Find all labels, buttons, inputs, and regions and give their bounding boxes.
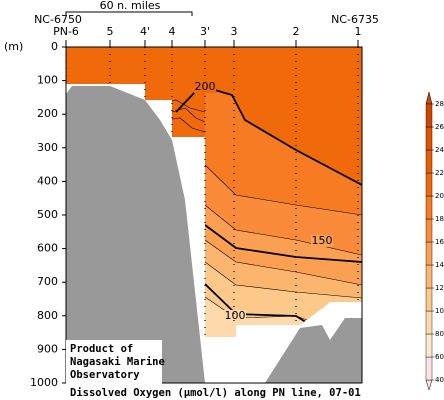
- scale-bar: [65, 11, 193, 16]
- colorbar-swatch: [425, 287, 433, 312]
- colorbar-label: 80: [435, 330, 444, 338]
- colorbar-swatch: [425, 126, 433, 151]
- land: [66, 86, 205, 383]
- colorbar-label: 200: [435, 192, 444, 200]
- y-axis-label: (m): [4, 40, 23, 53]
- colorbar-label: 140: [435, 261, 444, 269]
- y-tick-label: 1000: [30, 376, 58, 389]
- y-tick-label: 100: [37, 74, 58, 87]
- colorbar-swatch: [425, 218, 433, 243]
- y-tick-label: 0: [51, 40, 58, 53]
- station-label: 1: [355, 25, 362, 38]
- contour-label-bg: [311, 235, 333, 247]
- chart-title: Dissolved Oxygen (μmol/l) along PN line,…: [70, 387, 361, 399]
- station-label: 4': [140, 25, 150, 38]
- contour-label-bg: [224, 310, 246, 322]
- contour-label-bg: [194, 81, 216, 93]
- colorbar-swatch: [425, 333, 433, 358]
- colorbar-label: 240: [435, 146, 444, 154]
- contour-line: [204, 239, 362, 286]
- colorbar-swatch: [425, 149, 433, 174]
- colorbar-label: 220: [435, 169, 444, 177]
- contour-label: 200: [195, 80, 216, 93]
- colorbar-label: 280: [435, 100, 444, 108]
- station-label: PN-6: [53, 25, 79, 38]
- colorbar-arrow: [425, 379, 433, 391]
- station-label: 4: [169, 25, 176, 38]
- contour-line: [164, 117, 206, 133]
- credit-line: Nagasaki Marine: [70, 356, 165, 368]
- colorbar-label: 180: [435, 215, 444, 223]
- y-tick-label: 300: [37, 141, 58, 154]
- credit-line: Product of: [70, 343, 133, 355]
- colorbar-label: 60: [435, 353, 444, 361]
- station-id: NC-6735: [331, 13, 379, 26]
- contour-band: [205, 297, 335, 337]
- y-tick-label: 600: [37, 242, 58, 255]
- y-tick-label: 900: [37, 342, 58, 355]
- colorbar-swatch: [425, 172, 433, 197]
- credit-box: Product of Nagasaki Marine Observatory: [66, 340, 165, 386]
- y-tick-label: 200: [37, 107, 58, 120]
- contour-line: [204, 164, 362, 216]
- colorbar-label: 160: [435, 238, 444, 246]
- station-label: 5: [107, 25, 114, 38]
- colorbar-swatch: [425, 241, 433, 266]
- colorbar-swatch: [425, 264, 433, 289]
- contour-line: [204, 204, 362, 256]
- colorbar-swatch: [425, 103, 433, 128]
- contour-line: [204, 224, 362, 263]
- colorbar-arrow: [425, 91, 433, 105]
- colorbar-label: 120: [435, 284, 444, 292]
- scale-label: 60 n. miles: [100, 0, 161, 12]
- contour-label: 150: [312, 234, 333, 247]
- station-label: 2: [293, 25, 300, 38]
- contour-label: 100: [225, 309, 246, 322]
- colorbar-swatch: [425, 195, 433, 220]
- y-tick-label: 400: [37, 174, 58, 187]
- credit-line: Observatory: [70, 369, 140, 381]
- y-tick-label: 500: [37, 208, 58, 221]
- land: [265, 318, 362, 383]
- contour-line: [204, 261, 362, 299]
- colorbar: 40 60 80 100 120 140 160 180 200 220 240 260 280: [425, 91, 444, 391]
- y-tick-label: 700: [37, 275, 58, 288]
- station-label: 3': [200, 25, 210, 38]
- credit-bg: [66, 340, 162, 386]
- station-id: NC-6750: [34, 13, 82, 26]
- station-label: 3: [231, 25, 238, 38]
- colorbar-swatch: [425, 356, 433, 381]
- colorbar-swatch: [425, 310, 433, 335]
- y-tick-label: 800: [37, 309, 58, 322]
- colorbar-label: 40: [435, 376, 444, 384]
- overlay: PN-6 5 4' 4 3' 3 2 1 0 100 200 300 400 500 600 700 800 90…: [30, 25, 363, 389]
- colorbar-label: 260: [435, 123, 444, 131]
- colorbar-label: 100: [435, 307, 444, 315]
